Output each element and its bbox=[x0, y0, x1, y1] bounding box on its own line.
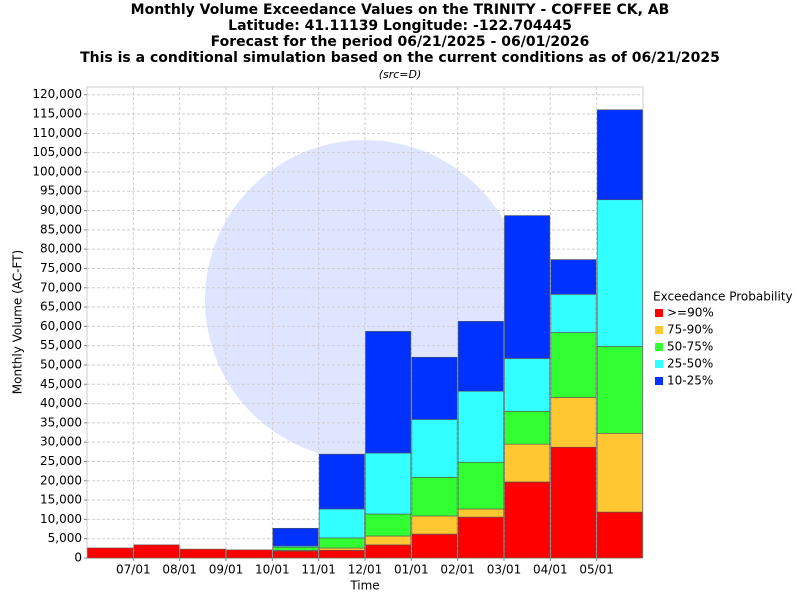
chart-title: Monthly Volume Exceedance Values on the … bbox=[131, 2, 670, 18]
chart-title: This is a conditional simulation based o… bbox=[80, 50, 720, 66]
x-tick-label: 03/01 bbox=[487, 563, 522, 577]
bar-segment bbox=[133, 544, 180, 559]
bar-segment bbox=[411, 419, 458, 478]
legend-swatch bbox=[655, 377, 663, 385]
x-tick-label: 02/01 bbox=[440, 563, 475, 577]
chart-title: Forecast for the period 06/21/2025 - 06/… bbox=[211, 34, 590, 50]
y-tick-label: 45,000 bbox=[40, 377, 82, 391]
y-tick-label: 115,000 bbox=[32, 107, 82, 121]
bar-segment bbox=[411, 533, 458, 559]
bar-segment bbox=[318, 453, 365, 510]
y-tick-label: 5,000 bbox=[48, 531, 82, 545]
chart-title: Latitude: 41.11139 Longitude: -122.70444… bbox=[228, 18, 572, 34]
bar-segment bbox=[457, 516, 504, 559]
x-tick-label: 01/01 bbox=[394, 563, 429, 577]
y-tick-label: 50,000 bbox=[40, 357, 82, 371]
bar-segment bbox=[596, 511, 643, 559]
bar-segment bbox=[365, 513, 412, 537]
bar-segment bbox=[596, 433, 643, 513]
y-tick-label: 120,000 bbox=[32, 87, 82, 101]
y-tick-label: 30,000 bbox=[40, 435, 82, 449]
x-tick-label: 04/01 bbox=[533, 563, 568, 577]
bar-segment bbox=[411, 515, 458, 535]
bar-segment bbox=[550, 332, 597, 398]
bar-segment bbox=[504, 481, 551, 559]
y-axis-label: Monthly Volume (AC-FT) bbox=[11, 250, 25, 394]
legend-swatch bbox=[655, 360, 663, 368]
chart-subtitle: (src=D) bbox=[379, 68, 422, 81]
legend-swatch bbox=[655, 309, 663, 317]
y-tick-label: 85,000 bbox=[40, 222, 82, 236]
legend-swatch bbox=[655, 326, 663, 334]
y-tick-label: 105,000 bbox=[32, 145, 82, 159]
bar-segment bbox=[365, 452, 412, 515]
bar-segment bbox=[457, 461, 504, 510]
y-tick-label: 110,000 bbox=[32, 126, 82, 140]
y-tick-label: 0 bbox=[74, 551, 82, 565]
bar-segment bbox=[550, 259, 597, 295]
legend-label: 50-75% bbox=[667, 340, 713, 354]
legend-swatch bbox=[655, 343, 663, 351]
x-tick-label: 05/01 bbox=[579, 563, 614, 577]
bar-segment bbox=[179, 548, 226, 559]
bar-segment bbox=[318, 547, 365, 551]
x-axis-label: Time bbox=[349, 579, 379, 593]
y-tick-label: 100,000 bbox=[32, 164, 82, 178]
y-tick-label: 40,000 bbox=[40, 396, 82, 410]
legend-label: 10-25% bbox=[667, 374, 713, 388]
bar-segment bbox=[504, 215, 551, 359]
y-tick-label: 70,000 bbox=[40, 280, 82, 294]
y-tick-label: 75,000 bbox=[40, 261, 82, 275]
bar-segment bbox=[596, 346, 643, 434]
bar-segment bbox=[272, 527, 319, 547]
x-tick-label: 08/01 bbox=[162, 563, 197, 577]
bar-segment bbox=[596, 109, 643, 201]
bar-segment bbox=[504, 358, 551, 412]
bar-segment bbox=[457, 390, 504, 463]
y-tick-label: 15,000 bbox=[40, 493, 82, 507]
bar-segment bbox=[550, 397, 597, 448]
bar-segment bbox=[272, 546, 319, 551]
y-tick-label: 65,000 bbox=[40, 300, 82, 314]
bar-segment bbox=[87, 547, 134, 559]
y-tick-label: 10,000 bbox=[40, 512, 82, 526]
bar-segment bbox=[457, 321, 504, 392]
legend-label: 25-50% bbox=[667, 357, 713, 371]
y-tick-label: 55,000 bbox=[40, 338, 82, 352]
y-tick-label: 95,000 bbox=[40, 184, 82, 198]
bar-segment bbox=[504, 443, 551, 483]
x-tick-label: 09/01 bbox=[209, 563, 244, 577]
x-tick-label: 12/01 bbox=[348, 563, 383, 577]
bar-segment bbox=[226, 549, 273, 559]
bar-segment bbox=[365, 544, 412, 559]
y-tick-label: 20,000 bbox=[40, 473, 82, 487]
bar-segment bbox=[411, 356, 458, 420]
x-tick-label: 11/01 bbox=[301, 563, 336, 577]
bar-segment bbox=[504, 410, 551, 445]
bar-segment bbox=[550, 294, 597, 333]
legend-label: 75-90% bbox=[667, 323, 713, 337]
y-tick-label: 25,000 bbox=[40, 454, 82, 468]
bar-segment bbox=[365, 331, 412, 454]
x-tick-label: 10/01 bbox=[255, 563, 290, 577]
y-tick-label: 90,000 bbox=[40, 203, 82, 217]
bar-segment bbox=[365, 535, 412, 546]
bar-segment bbox=[318, 549, 365, 559]
y-tick-label: 60,000 bbox=[40, 319, 82, 333]
bar-segment bbox=[318, 508, 365, 539]
bar-segment bbox=[596, 199, 643, 347]
bar-segment bbox=[272, 550, 319, 559]
bar-segment bbox=[457, 508, 504, 518]
legend-label: >=90% bbox=[667, 306, 714, 320]
y-tick-label: 35,000 bbox=[40, 415, 82, 429]
x-tick-label: 07/01 bbox=[116, 563, 151, 577]
bar-segment bbox=[550, 446, 597, 559]
y-tick-label: 80,000 bbox=[40, 242, 82, 256]
bar-segment bbox=[318, 537, 365, 549]
legend-title: Exceedance Probability bbox=[653, 290, 793, 304]
bar-segment bbox=[411, 477, 458, 517]
